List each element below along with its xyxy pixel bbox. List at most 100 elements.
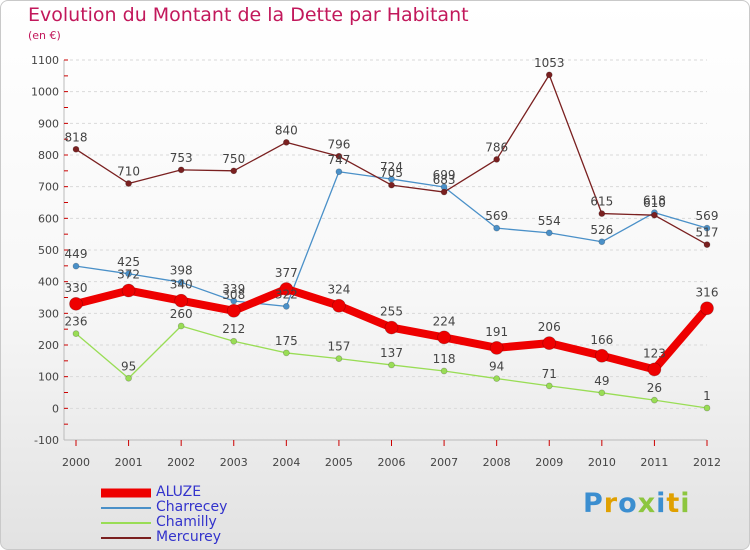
data-point-mercurey [598, 210, 606, 217]
x-tick-label: 2007 [430, 456, 458, 469]
x-tick-label: 2003 [220, 456, 248, 469]
data-label-chamilly: 71 [542, 367, 557, 381]
data-label-chamilly: 1 [703, 389, 711, 403]
x-tick-label: 2010 [588, 456, 616, 469]
data-point-mercurey [230, 167, 238, 175]
y-tick-label: 500 [38, 244, 59, 257]
data-label-mercurey: 750 [222, 152, 245, 166]
data-point-charrecey [125, 270, 132, 278]
y-tick-label: 1000 [31, 86, 59, 99]
data-point-chamilly [493, 375, 501, 382]
data-label-charrecey: 322 [275, 287, 298, 301]
data-point-chamilly [440, 367, 448, 375]
data-label-aluze: 330 [65, 281, 88, 295]
legend-swatch-aluze [101, 488, 151, 497]
data-label-charrecey: 618 [643, 194, 666, 208]
data-point-aluze [700, 301, 714, 316]
data-label-mercurey: 683 [433, 173, 456, 187]
proxiti-logo: Proxiti [583, 488, 691, 519]
data-label-aluze: 255 [380, 305, 403, 319]
y-tick-label: 100 [38, 371, 59, 384]
data-point-aluze [279, 282, 294, 296]
data-label-chamilly: 212 [222, 322, 245, 336]
data-label-mercurey: 615 [590, 195, 613, 209]
data-label-charrecey: 569 [485, 209, 508, 223]
legend-item-chamilly: Chamilly [101, 514, 301, 530]
data-point-aluze [384, 320, 399, 335]
data-point-aluze [121, 283, 136, 298]
data-point-mercurey [388, 181, 395, 189]
data-point-charrecey [72, 262, 80, 270]
data-point-mercurey [335, 152, 343, 160]
y-tick-label: 1100 [31, 54, 59, 67]
x-tick-label: 2012 [693, 456, 721, 469]
data-label-mercurey: 818 [65, 130, 88, 144]
data-label-charrecey: 526 [590, 223, 613, 237]
data-label-charrecey: 724 [380, 160, 403, 174]
data-label-mercurey: 786 [485, 140, 508, 154]
data-point-aluze [594, 348, 609, 363]
data-label-mercurey: 610 [643, 196, 666, 210]
data-point-mercurey [72, 145, 80, 153]
data-point-chamilly [651, 396, 658, 404]
chart-title: Evolution du Montant de la Dette par Hab… [28, 4, 469, 26]
y-tick-label: 0 [52, 402, 59, 415]
data-label-chamilly: 157 [327, 340, 350, 354]
data-label-aluze: 316 [696, 285, 719, 299]
data-point-aluze [69, 296, 83, 311]
data-point-chamilly [230, 337, 238, 345]
data-label-charrecey: 425 [117, 255, 140, 269]
data-point-aluze [174, 293, 189, 308]
data-point-mercurey [282, 138, 290, 146]
x-tick-label: 2011 [640, 456, 668, 469]
legend-swatch-chamilly [101, 521, 151, 524]
data-label-mercurey: 710 [117, 165, 140, 179]
chart-unit-label: (en €) [28, 29, 61, 42]
legend-swatch-mercurey [101, 536, 151, 539]
data-point-charrecey [545, 229, 553, 237]
legend-item-aluze: ALUZE [101, 484, 301, 500]
data-point-aluze [437, 330, 451, 345]
data-label-mercurey: 517 [696, 226, 719, 240]
data-label-mercurey: 840 [275, 123, 298, 137]
data-label-charrecey: 339 [222, 282, 245, 296]
data-label-aluze: 224 [433, 314, 456, 328]
x-tick-label: 2001 [115, 456, 143, 469]
data-label-chamilly: 137 [380, 346, 403, 360]
data-point-charrecey [598, 238, 606, 246]
data-label-charrecey: 398 [170, 263, 193, 277]
x-tick-label: 2000 [62, 456, 90, 469]
y-tick-label: 300 [38, 307, 59, 320]
data-point-chamilly [388, 361, 395, 369]
data-point-charrecey [230, 297, 238, 305]
data-label-aluze: 123 [643, 346, 666, 360]
data-point-chamilly [177, 322, 185, 330]
data-point-aluze [489, 341, 504, 355]
x-tick-label: 2004 [272, 456, 300, 469]
data-label-chamilly: 49 [594, 374, 609, 388]
data-label-aluze: 191 [485, 325, 508, 339]
data-label-aluze: 308 [222, 288, 245, 302]
y-tick-label: 800 [38, 149, 59, 162]
data-point-chamilly [598, 389, 606, 397]
data-point-mercurey [703, 241, 711, 248]
y-tick-label: -100 [34, 434, 59, 447]
data-label-aluze: 372 [117, 268, 140, 282]
x-tick-label: 2006 [378, 456, 406, 469]
y-tick-label: 200 [38, 339, 59, 352]
data-label-chamilly: 26 [647, 381, 662, 395]
legend-label-mercurey: Mercurey [156, 529, 222, 545]
data-label-chamilly: 236 [65, 315, 88, 329]
data-point-charrecey [282, 303, 290, 310]
data-label-mercurey: 796 [327, 137, 350, 151]
legend: ALUZE Charrecey Chamilly Mercurey [101, 484, 301, 545]
data-point-charrecey [493, 224, 501, 232]
data-point-mercurey [125, 180, 132, 187]
legend-item-charrecey: Charrecey [101, 499, 301, 515]
data-label-charrecey: 554 [538, 214, 561, 228]
data-label-charrecey: 747 [327, 153, 350, 167]
data-point-chamilly [545, 382, 553, 390]
legend-label-charrecey: Charrecey [156, 499, 228, 515]
data-point-mercurey [493, 156, 501, 163]
